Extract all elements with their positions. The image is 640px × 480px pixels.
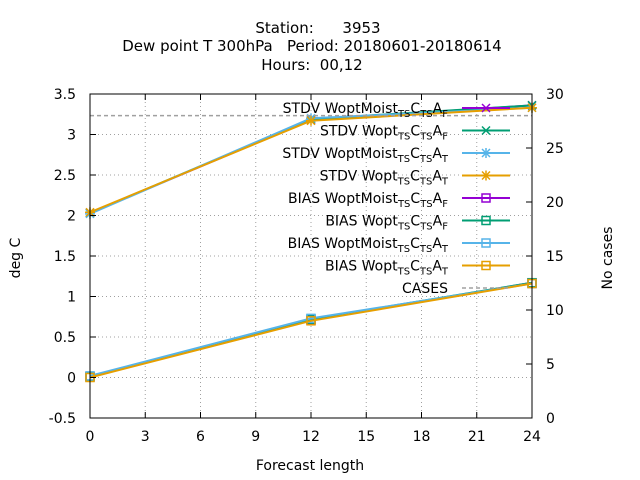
y2-tick-label: 30 <box>546 87 564 103</box>
legend-entry: STDV WoptMoistTSCTSAF <box>283 101 510 120</box>
legend-marker <box>481 260 491 271</box>
x-tick-label: 24 <box>523 429 541 445</box>
legend-entry: STDV WoptTSCTSAT <box>320 169 510 188</box>
legend-label: STDV WoptTSCTSAT <box>320 169 449 188</box>
legend-marker <box>481 193 491 203</box>
legend-marker <box>481 170 491 181</box>
y2-tick-label: 5 <box>546 357 555 373</box>
legend-label: CASES <box>402 281 448 297</box>
y2-tick-label: 10 <box>546 303 564 319</box>
tick-layer: 0 3 6 9 12 15 18 21 24 -0.5 0 0.5 1 1.5 2 2.5 3 3.5 0 5 10 15… <box>49 87 564 445</box>
y2-tick-label: 0 <box>546 411 555 427</box>
y-tick-label: 3.5 <box>54 87 76 103</box>
legend-label: BIAS WoptTSCTSAF <box>325 214 448 233</box>
y-tick-label: 3 <box>67 128 76 144</box>
legend-entry: BIAS WoptMoistTSCTSAF <box>288 191 510 210</box>
legend-entry: BIAS WoptTSCTSAT <box>325 259 510 278</box>
y-tick-label: -0.5 <box>49 411 76 427</box>
y-tick-label: 0.5 <box>54 330 76 346</box>
y-tick-label: 1 <box>67 290 76 306</box>
legend-entry: STDV WoptMoistTSCTSAT <box>282 146 510 165</box>
x-tick-label: 12 <box>302 429 320 445</box>
y2-tick-label: 15 <box>546 249 564 265</box>
x-tick-label: 21 <box>468 429 486 445</box>
legend-label: STDV WoptMoistTSCTSAT <box>282 146 449 165</box>
x-tick-label: 6 <box>196 429 205 445</box>
series-line <box>89 282 533 379</box>
y-tick-label: 1.5 <box>54 249 76 265</box>
x-tick-label: 0 <box>86 429 95 445</box>
legend-label: STDV WoptMoistTSCTSAF <box>283 101 449 120</box>
y2-axis-label: No cases <box>600 227 616 290</box>
data-point <box>306 115 316 126</box>
legend-marker <box>481 215 491 226</box>
legend: STDV WoptMoistTSCTSAF STDV WoptTSCTSAF STD… <box>282 101 510 297</box>
data-point <box>306 316 316 326</box>
legend-label: BIAS WoptTSCTSAT <box>325 259 449 278</box>
grid <box>90 94 532 418</box>
y-tick-label: 2.5 <box>54 168 76 184</box>
legend-entry: STDV WoptTSCTSAF <box>320 124 510 143</box>
legend-label: BIAS WoptMoistTSCTSAT <box>288 236 449 255</box>
x-tick-label: 15 <box>357 429 375 445</box>
y2-tick-label: 25 <box>546 141 564 157</box>
legend-marker <box>481 125 491 136</box>
legend-label: BIAS WoptMoistTSCTSAF <box>288 191 448 210</box>
y-tick-label: 2 <box>67 209 76 225</box>
legend-marker <box>481 103 491 113</box>
y-axis-label: deg C <box>8 237 24 278</box>
title-line-1: Station: 3953 <box>255 19 380 37</box>
title-line-3: Hours: 00,12 <box>261 56 362 74</box>
x-tick-label: 3 <box>141 429 150 445</box>
x-tick-label: 18 <box>413 429 431 445</box>
legend-entry: BIAS WoptMoistTSCTSAT <box>288 236 510 255</box>
chart-title: Station: 3953 Dew point T 300hPa Period:… <box>122 19 501 74</box>
legend-label: STDV WoptTSCTSAF <box>320 124 448 143</box>
y2-tick-label: 20 <box>546 195 564 211</box>
x-tick-label: 9 <box>251 429 260 445</box>
y-tick-label: 0 <box>67 371 76 387</box>
legend-entry: CASES <box>402 281 510 297</box>
legend-entry: BIAS WoptTSCTSAF <box>325 214 510 233</box>
title-line-2: Dew point T 300hPa Period: 20180601-2018… <box>122 37 501 55</box>
legend-marker <box>481 238 491 248</box>
legend-marker <box>481 148 491 158</box>
x-axis-label: Forecast length <box>256 458 364 474</box>
